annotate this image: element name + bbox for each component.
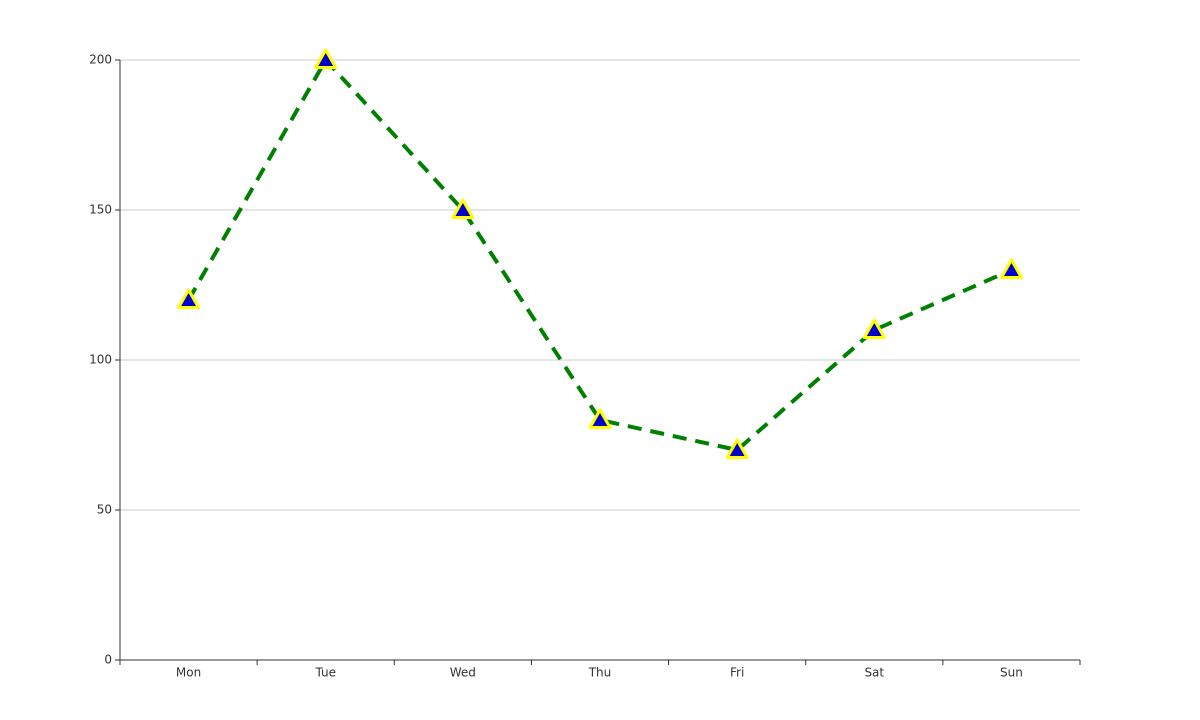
- x-tick-label: Fri: [730, 666, 744, 680]
- x-tick-label: Tue: [314, 666, 336, 680]
- x-tick-label: Sat: [864, 666, 884, 680]
- marker: [999, 258, 1023, 279]
- x-tick-label: Thu: [588, 666, 612, 680]
- marker: [725, 438, 749, 459]
- marker: [862, 318, 886, 339]
- x-tick-label: Mon: [176, 666, 201, 680]
- x-tick-label: Sun: [1000, 666, 1023, 680]
- marker: [177, 288, 201, 309]
- marker: [314, 48, 338, 69]
- y-tick-label: 200: [89, 53, 112, 67]
- x-tick-label: Wed: [450, 666, 476, 680]
- y-tick-label: 100: [89, 353, 112, 367]
- line: [186, 56, 1013, 453]
- y-tick-label: 150: [89, 203, 112, 217]
- y-tick-label: 50: [97, 503, 112, 517]
- marker: [451, 198, 475, 219]
- marker: [588, 408, 612, 429]
- y-tick-label: 0: [104, 653, 112, 667]
